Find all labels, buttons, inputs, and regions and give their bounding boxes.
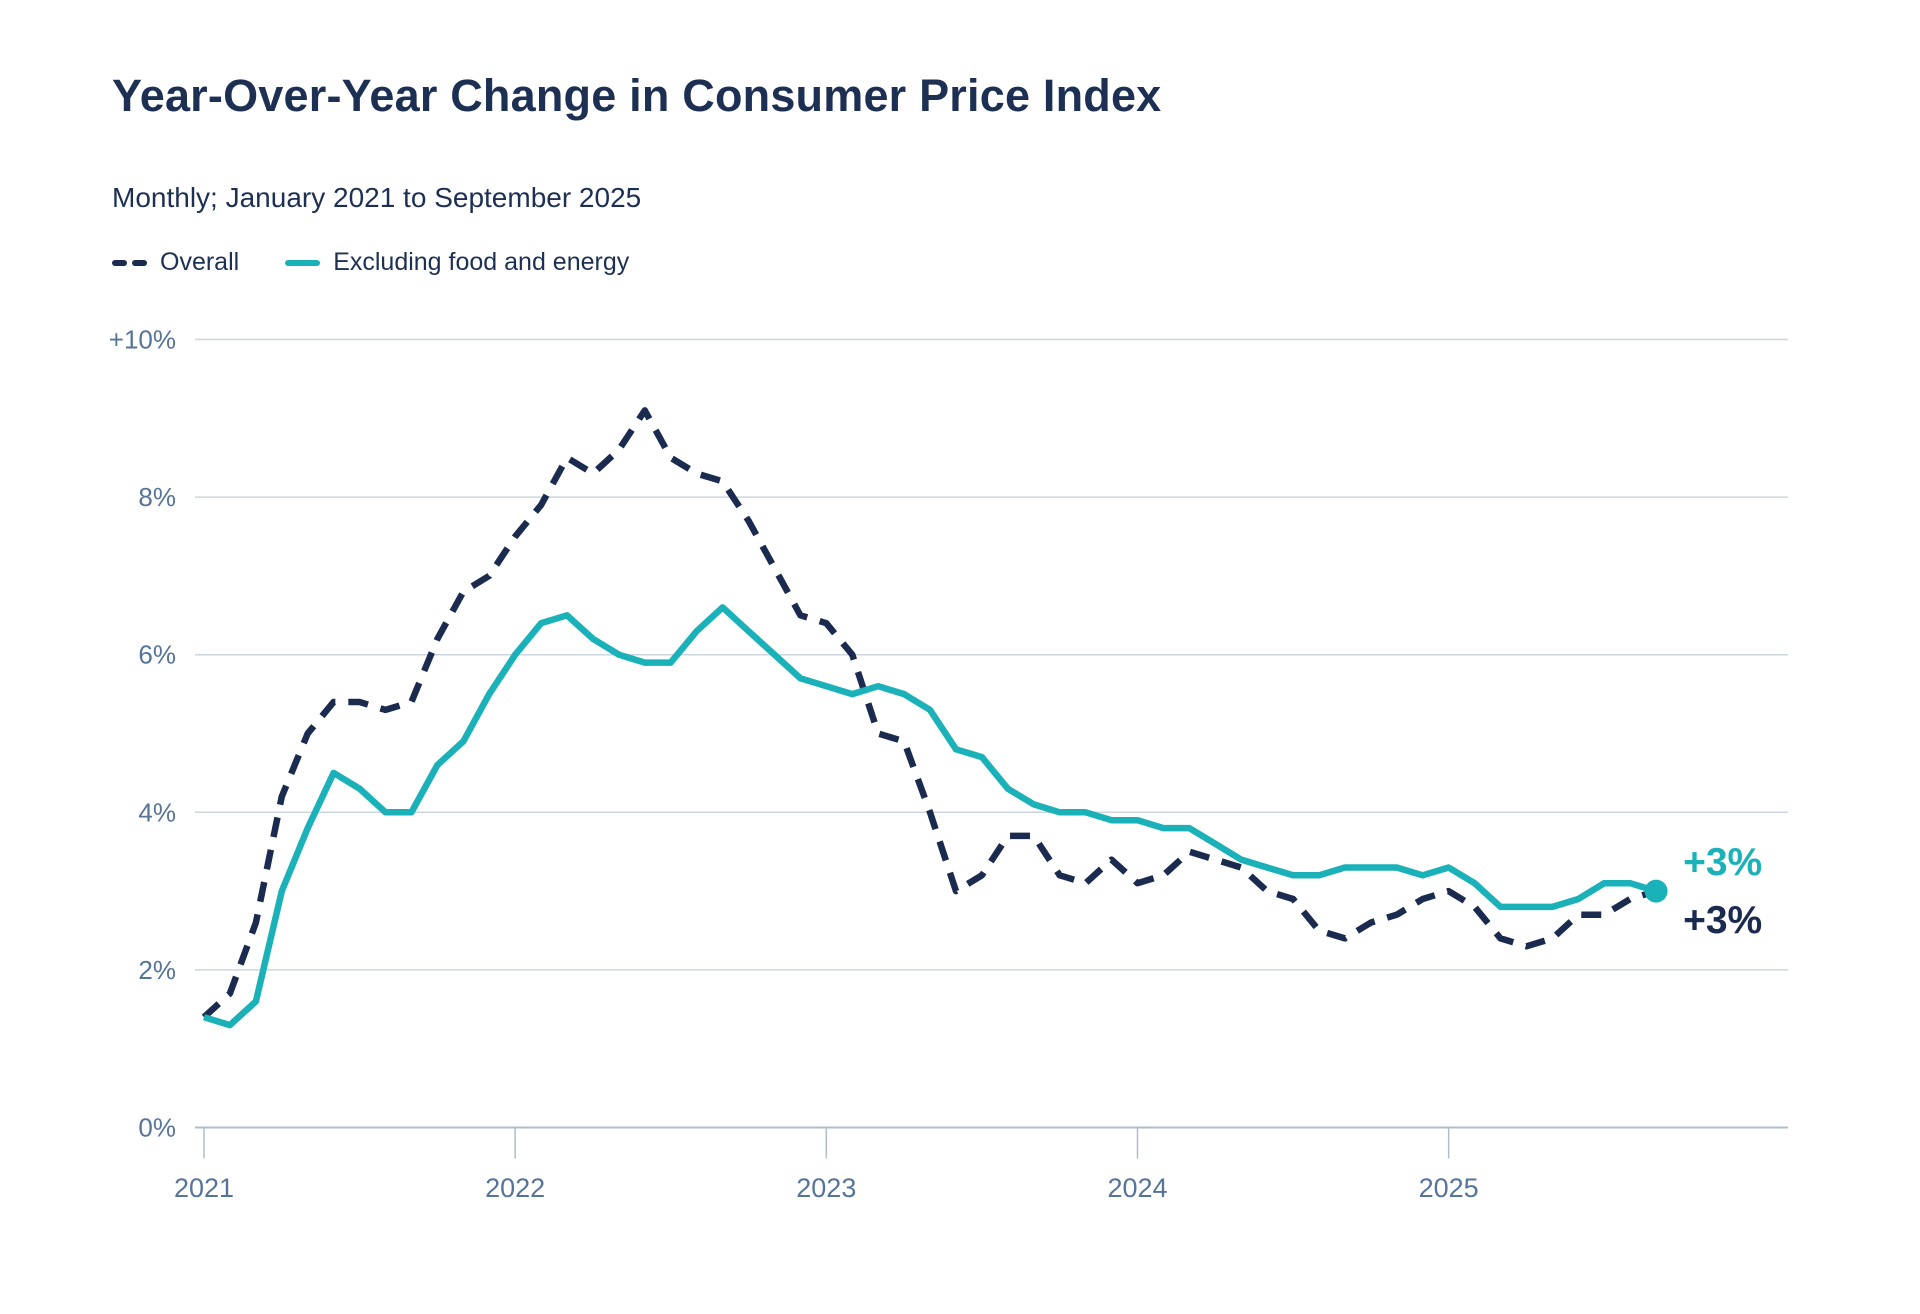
x-axis-label: 2025 [1419, 1173, 1479, 1203]
y-axis-label: 6% [138, 640, 176, 670]
series-end-dot [1644, 879, 1668, 903]
y-axis-label: 4% [138, 797, 176, 827]
x-axis-label: 2022 [485, 1173, 545, 1203]
overall-dashed-line-swatch-icon [112, 259, 147, 266]
core-series-line [203, 604, 1658, 1029]
legend-item-excluding-food-energy: Excluding food and energy [285, 248, 629, 277]
core-end-value-label: +3% [1683, 841, 1762, 884]
legend-label-excluding-food-energy: Excluding food and energy [333, 248, 630, 276]
x-axis-label: 2021 [174, 1173, 234, 1203]
chart-title: Year-Over-Year Change in Consumer Price … [112, 70, 1162, 121]
overall-series-line [201, 407, 1658, 1020]
legend: Overall Excluding food and energy [112, 248, 629, 277]
x-axis-label: 2023 [796, 1173, 856, 1203]
legend-label-overall: Overall [160, 248, 240, 276]
y-axis-label: +10% [109, 325, 176, 355]
y-axis-label: 0% [138, 1113, 176, 1143]
x-axis-label: 2024 [1107, 1173, 1167, 1203]
legend-item-overall: Overall [112, 248, 239, 277]
overall-end-value-label: +3% [1683, 899, 1762, 942]
core-solid-line-swatch-icon [285, 259, 321, 266]
chart-subtitle: Monthly; January 2021 to September 2025 [112, 182, 642, 213]
y-axis-label: 8% [138, 482, 176, 512]
y-axis-label: 2% [138, 955, 176, 985]
